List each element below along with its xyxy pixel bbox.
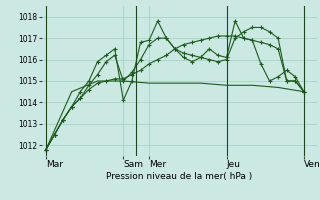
- X-axis label: Pression niveau de la mer( hPa ): Pression niveau de la mer( hPa ): [106, 172, 252, 181]
